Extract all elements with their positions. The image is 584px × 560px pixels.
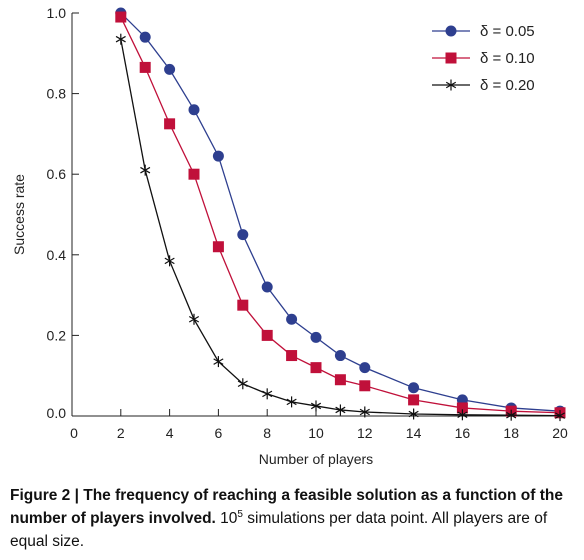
- data-point: [286, 350, 298, 362]
- caption-exponent: 5: [237, 508, 243, 520]
- y-tick-label: 0.6: [47, 166, 67, 182]
- legend-label: δ = 0.10: [480, 50, 535, 67]
- series-star: [115, 33, 566, 422]
- legend-item: δ = 0.05: [432, 23, 535, 40]
- y-tick-label: 0.4: [47, 247, 67, 263]
- data-point: [164, 255, 175, 267]
- data-point: [164, 63, 176, 75]
- data-point: [261, 329, 273, 341]
- legend-label: δ = 0.20: [480, 77, 535, 94]
- data-point: [408, 394, 420, 406]
- x-tick-label: 4: [166, 425, 174, 441]
- data-point: [445, 25, 457, 37]
- data-point: [334, 350, 346, 362]
- data-point: [456, 402, 468, 414]
- data-point: [310, 400, 322, 412]
- data-point: [261, 281, 273, 293]
- data-point: [359, 362, 371, 374]
- x-tick-label: 8: [263, 425, 271, 441]
- series-circle: [115, 7, 566, 417]
- data-point: [139, 31, 151, 43]
- data-point: [262, 388, 273, 400]
- data-point: [115, 33, 126, 45]
- data-point: [237, 378, 248, 390]
- data-point: [115, 11, 127, 23]
- y-axis-label: Success rate: [11, 174, 27, 255]
- data-point: [212, 241, 224, 253]
- x-tick-label: 10: [308, 425, 324, 441]
- data-point: [213, 356, 224, 368]
- line-chart: 0 2 4 6 8 10 12 14 16 18 20 0.0 0.2 0.4 0.6 0.8 1.0 δ = …: [11, 5, 568, 467]
- data-point: [359, 380, 371, 392]
- data-point: [310, 331, 322, 343]
- data-point: [212, 150, 224, 162]
- data-point: [139, 61, 151, 73]
- data-point: [408, 382, 420, 394]
- x-tick-label: 6: [215, 425, 223, 441]
- data-point: [237, 299, 249, 311]
- data-point: [334, 374, 346, 386]
- data-point: [554, 410, 566, 422]
- x-tick-label: 18: [503, 425, 519, 441]
- x-tick-label: 14: [406, 425, 422, 441]
- data-point: [140, 164, 151, 176]
- data-point: [286, 396, 297, 408]
- x-tick-label: 16: [455, 425, 471, 441]
- data-point: [188, 104, 200, 116]
- data-point: [188, 313, 200, 325]
- data-point: [310, 362, 322, 374]
- legend-item: δ = 0.10: [432, 50, 535, 67]
- caption-body-pre: 10: [215, 510, 238, 527]
- chart-legend: δ = 0.05 δ = 0.10 δ = 0.20: [432, 23, 535, 94]
- y-tick-label: 0.8: [47, 86, 67, 102]
- data-point: [408, 408, 419, 420]
- data-point: [237, 229, 249, 241]
- x-tick-label: 2: [117, 425, 125, 441]
- chart-axes: 0 2 4 6 8 10 12 14 16 18 20 0.0 0.2 0.4 0.6 0.8 1.0: [47, 5, 568, 441]
- x-axis-label: Number of players: [259, 451, 373, 467]
- y-tick-label: 0.0: [47, 405, 67, 421]
- figure-caption: Figure 2 | The frequency of reaching a f…: [10, 484, 578, 553]
- caption-body-post: simulations per data point. All players …: [10, 510, 548, 550]
- caption-heading: Figure 2 | The frequency of reaching a f…: [10, 487, 563, 527]
- chart-series: [115, 7, 566, 422]
- x-tick-label: 12: [357, 425, 373, 441]
- data-point: [457, 409, 468, 421]
- x-tick-label: 0: [70, 425, 78, 441]
- y-tick-label: 0.2: [47, 327, 67, 343]
- data-point: [506, 409, 517, 421]
- data-point: [286, 313, 298, 325]
- data-point: [445, 79, 457, 91]
- legend-item: δ = 0.20: [432, 77, 535, 94]
- data-point: [188, 168, 200, 180]
- y-tick-label: 1.0: [47, 5, 67, 21]
- x-tick-label: 20: [552, 425, 568, 441]
- data-point: [164, 118, 176, 130]
- data-point: [359, 406, 370, 418]
- legend-label: δ = 0.05: [480, 23, 535, 40]
- data-point: [335, 404, 346, 416]
- data-point: [445, 52, 457, 64]
